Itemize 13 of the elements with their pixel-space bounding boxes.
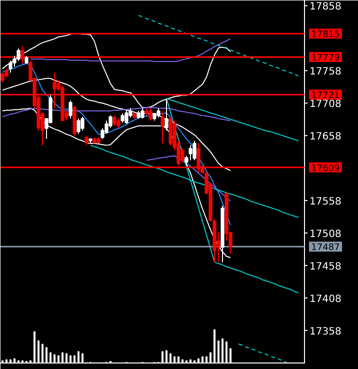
y-tick-label: 17858 <box>310 2 342 13</box>
y-tick-label: 17758 <box>310 66 342 78</box>
y-tick-label: 17358 <box>310 326 342 338</box>
y-tick-label: 17708 <box>310 99 342 110</box>
y-tick-label: 17658 <box>310 132 342 143</box>
y-tick-label: 17558 <box>310 196 342 208</box>
y-tick-label: 17508 <box>310 228 342 240</box>
ref-line-label: 17779 <box>311 53 340 64</box>
ref-line-label: 17487 <box>311 243 340 254</box>
y-tick-label: 17458 <box>310 261 342 272</box>
ref-line-label: 17815 <box>311 30 340 40</box>
y-tick-label: 17408 <box>310 294 342 305</box>
ref-line-label: 17609 <box>311 164 340 174</box>
